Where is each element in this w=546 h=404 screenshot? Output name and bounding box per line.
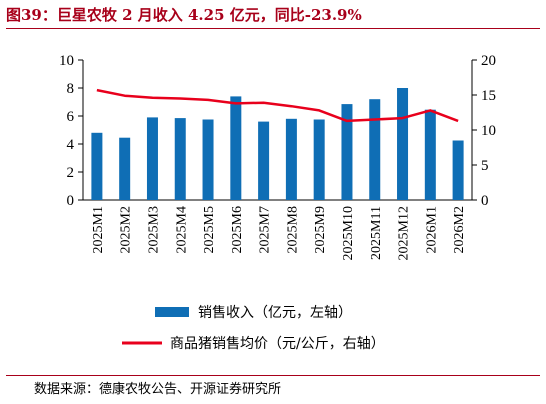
bar <box>285 118 297 200</box>
y-left-tick-label: 6 <box>67 109 75 125</box>
y-right-tick-label: 0 <box>481 193 489 209</box>
bar <box>230 96 242 200</box>
x-tick-label: 2025M4 <box>174 206 189 253</box>
x-tick-label: 2025M6 <box>230 206 245 253</box>
y-left-tick-label: 10 <box>59 53 74 69</box>
x-tick-label: 2025M1 <box>91 206 106 253</box>
y-right-tick-label: 15 <box>481 88 496 104</box>
bar <box>313 119 325 200</box>
x-tick-label: 2025M11 <box>369 206 384 260</box>
bar-series <box>91 88 464 200</box>
x-tick-label: 2026M1 <box>424 206 439 253</box>
legend: 销售收入（亿元，左轴） 商品猪销售均价（元/公斤，右轴） <box>122 305 385 352</box>
source-note: 数据来源：德康农牧公告、开源证券研究所 <box>34 382 282 397</box>
bar <box>258 121 270 200</box>
title-rule <box>6 28 540 29</box>
bar <box>91 132 103 200</box>
y-left-tick-label: 8 <box>67 81 75 97</box>
y-right-tick-label: 20 <box>481 53 496 69</box>
legend-label-bar: 销售收入（亿元，左轴） <box>198 305 352 321</box>
y-right-tick-label: 5 <box>481 158 489 174</box>
x-tick-label: 2026M2 <box>452 206 467 253</box>
y-left-tick-label: 0 <box>67 193 75 209</box>
y-right-tick-label: 10 <box>481 123 496 139</box>
x-tick-label: 2025M7 <box>258 206 273 253</box>
x-tick-labels: 2025M1 2025M2 2025M3 2025M4 2025M5 2025M6 2025… <box>91 206 467 260</box>
bar <box>341 104 353 200</box>
x-tick-label: 2025M8 <box>285 206 300 253</box>
x-tick-label: 2025M10 <box>341 206 356 260</box>
figure-title: 图39：巨星农牧 2 月收入 4.25 亿元，同比-23.9% <box>6 6 362 24</box>
x-tick-label: 2025M9 <box>313 206 328 253</box>
bar <box>119 137 131 200</box>
chart-axes: 0 2 4 6 8 10 0 5 10 15 20 <box>59 53 496 209</box>
bar <box>397 88 409 200</box>
bar <box>174 118 186 200</box>
y-left-tick-label: 4 <box>67 137 75 153</box>
line-series <box>96 88 459 123</box>
bar <box>369 99 381 200</box>
bar <box>424 109 436 200</box>
source-rule <box>6 375 540 376</box>
y-left-tick-label: 2 <box>67 165 75 181</box>
x-tick-label: 2025M3 <box>146 206 161 253</box>
bar <box>452 140 464 200</box>
x-tick-label: 2025M12 <box>397 206 412 260</box>
x-tick-label: 2025M5 <box>202 206 217 253</box>
bar <box>146 117 158 200</box>
price-line <box>96 88 459 123</box>
legend-swatch-bar <box>155 307 189 317</box>
legend-label-line: 商品猪销售均价（元/公斤，右轴） <box>170 336 385 352</box>
x-tick-label: 2025M2 <box>119 206 134 253</box>
bar <box>202 119 214 200</box>
